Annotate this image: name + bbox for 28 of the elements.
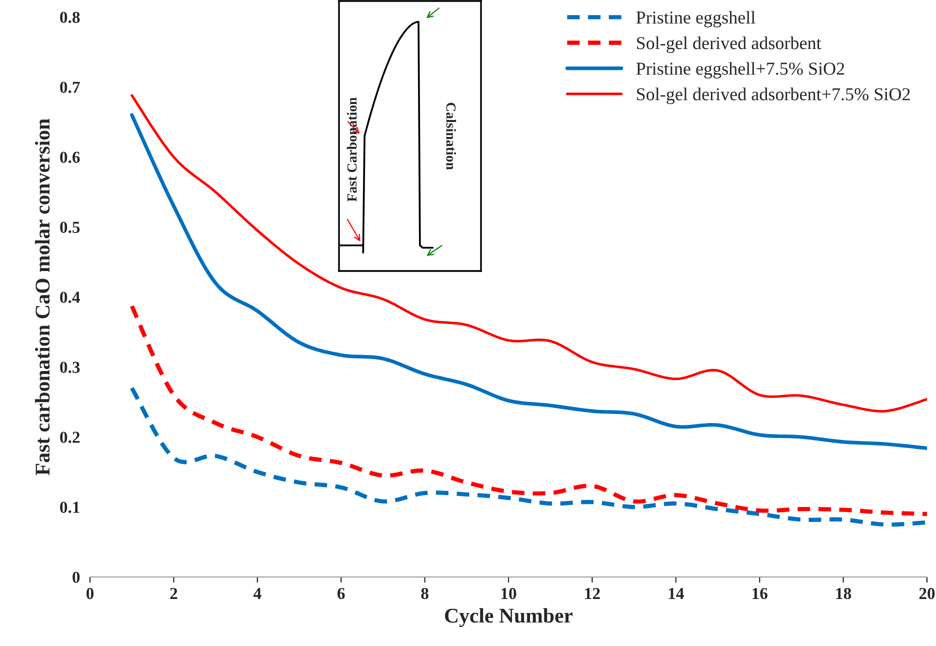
legend-label: Pristine eggshell+7.5% SiO2 (636, 62, 844, 79)
y-tick-label: 0 (72, 572, 80, 583)
legend-label: Pristine eggshell (636, 10, 756, 28)
x-tick-label: 8 (421, 588, 428, 600)
y-axis-title: Fast carbonation CaO molar conversion (34, 118, 50, 476)
annotation: Calsination (446, 102, 456, 170)
x-tick-label: 6 (338, 588, 345, 600)
x-tick-label: 4 (253, 588, 262, 599)
y-tick-label: 0.2 (60, 432, 80, 444)
y-tick-label: 0.7 (60, 82, 80, 94)
x-tick-label: 12 (585, 588, 600, 599)
y-tick-label: 0.4 (60, 292, 80, 304)
x-tick-label: 14 (668, 588, 684, 599)
annotation: Fast Carbonation (346, 97, 357, 202)
legend-label: Sol-gel derived adsorbent+7.5% SiO2 (637, 88, 910, 104)
x-tick-label: 16 (752, 588, 768, 600)
x-axis-title: Cycle Number (445, 608, 573, 628)
y-tick-label: 0.3 (60, 362, 80, 374)
y-tick-label: 0.8 (60, 12, 80, 24)
x-tick-label: 18 (836, 588, 852, 600)
x-tick-label: 0 (86, 588, 94, 600)
legend-label: Sol-gel derived adsorbent (637, 36, 822, 53)
x-tick-label: 20 (919, 588, 935, 600)
x-tick-label: 10 (502, 588, 516, 600)
y-tick-label: 0.5 (60, 222, 80, 234)
y-tick-label: 0.6 (60, 152, 80, 164)
x-tick-label: 2 (170, 588, 178, 599)
y-tick-label: 0.1 (60, 502, 80, 514)
